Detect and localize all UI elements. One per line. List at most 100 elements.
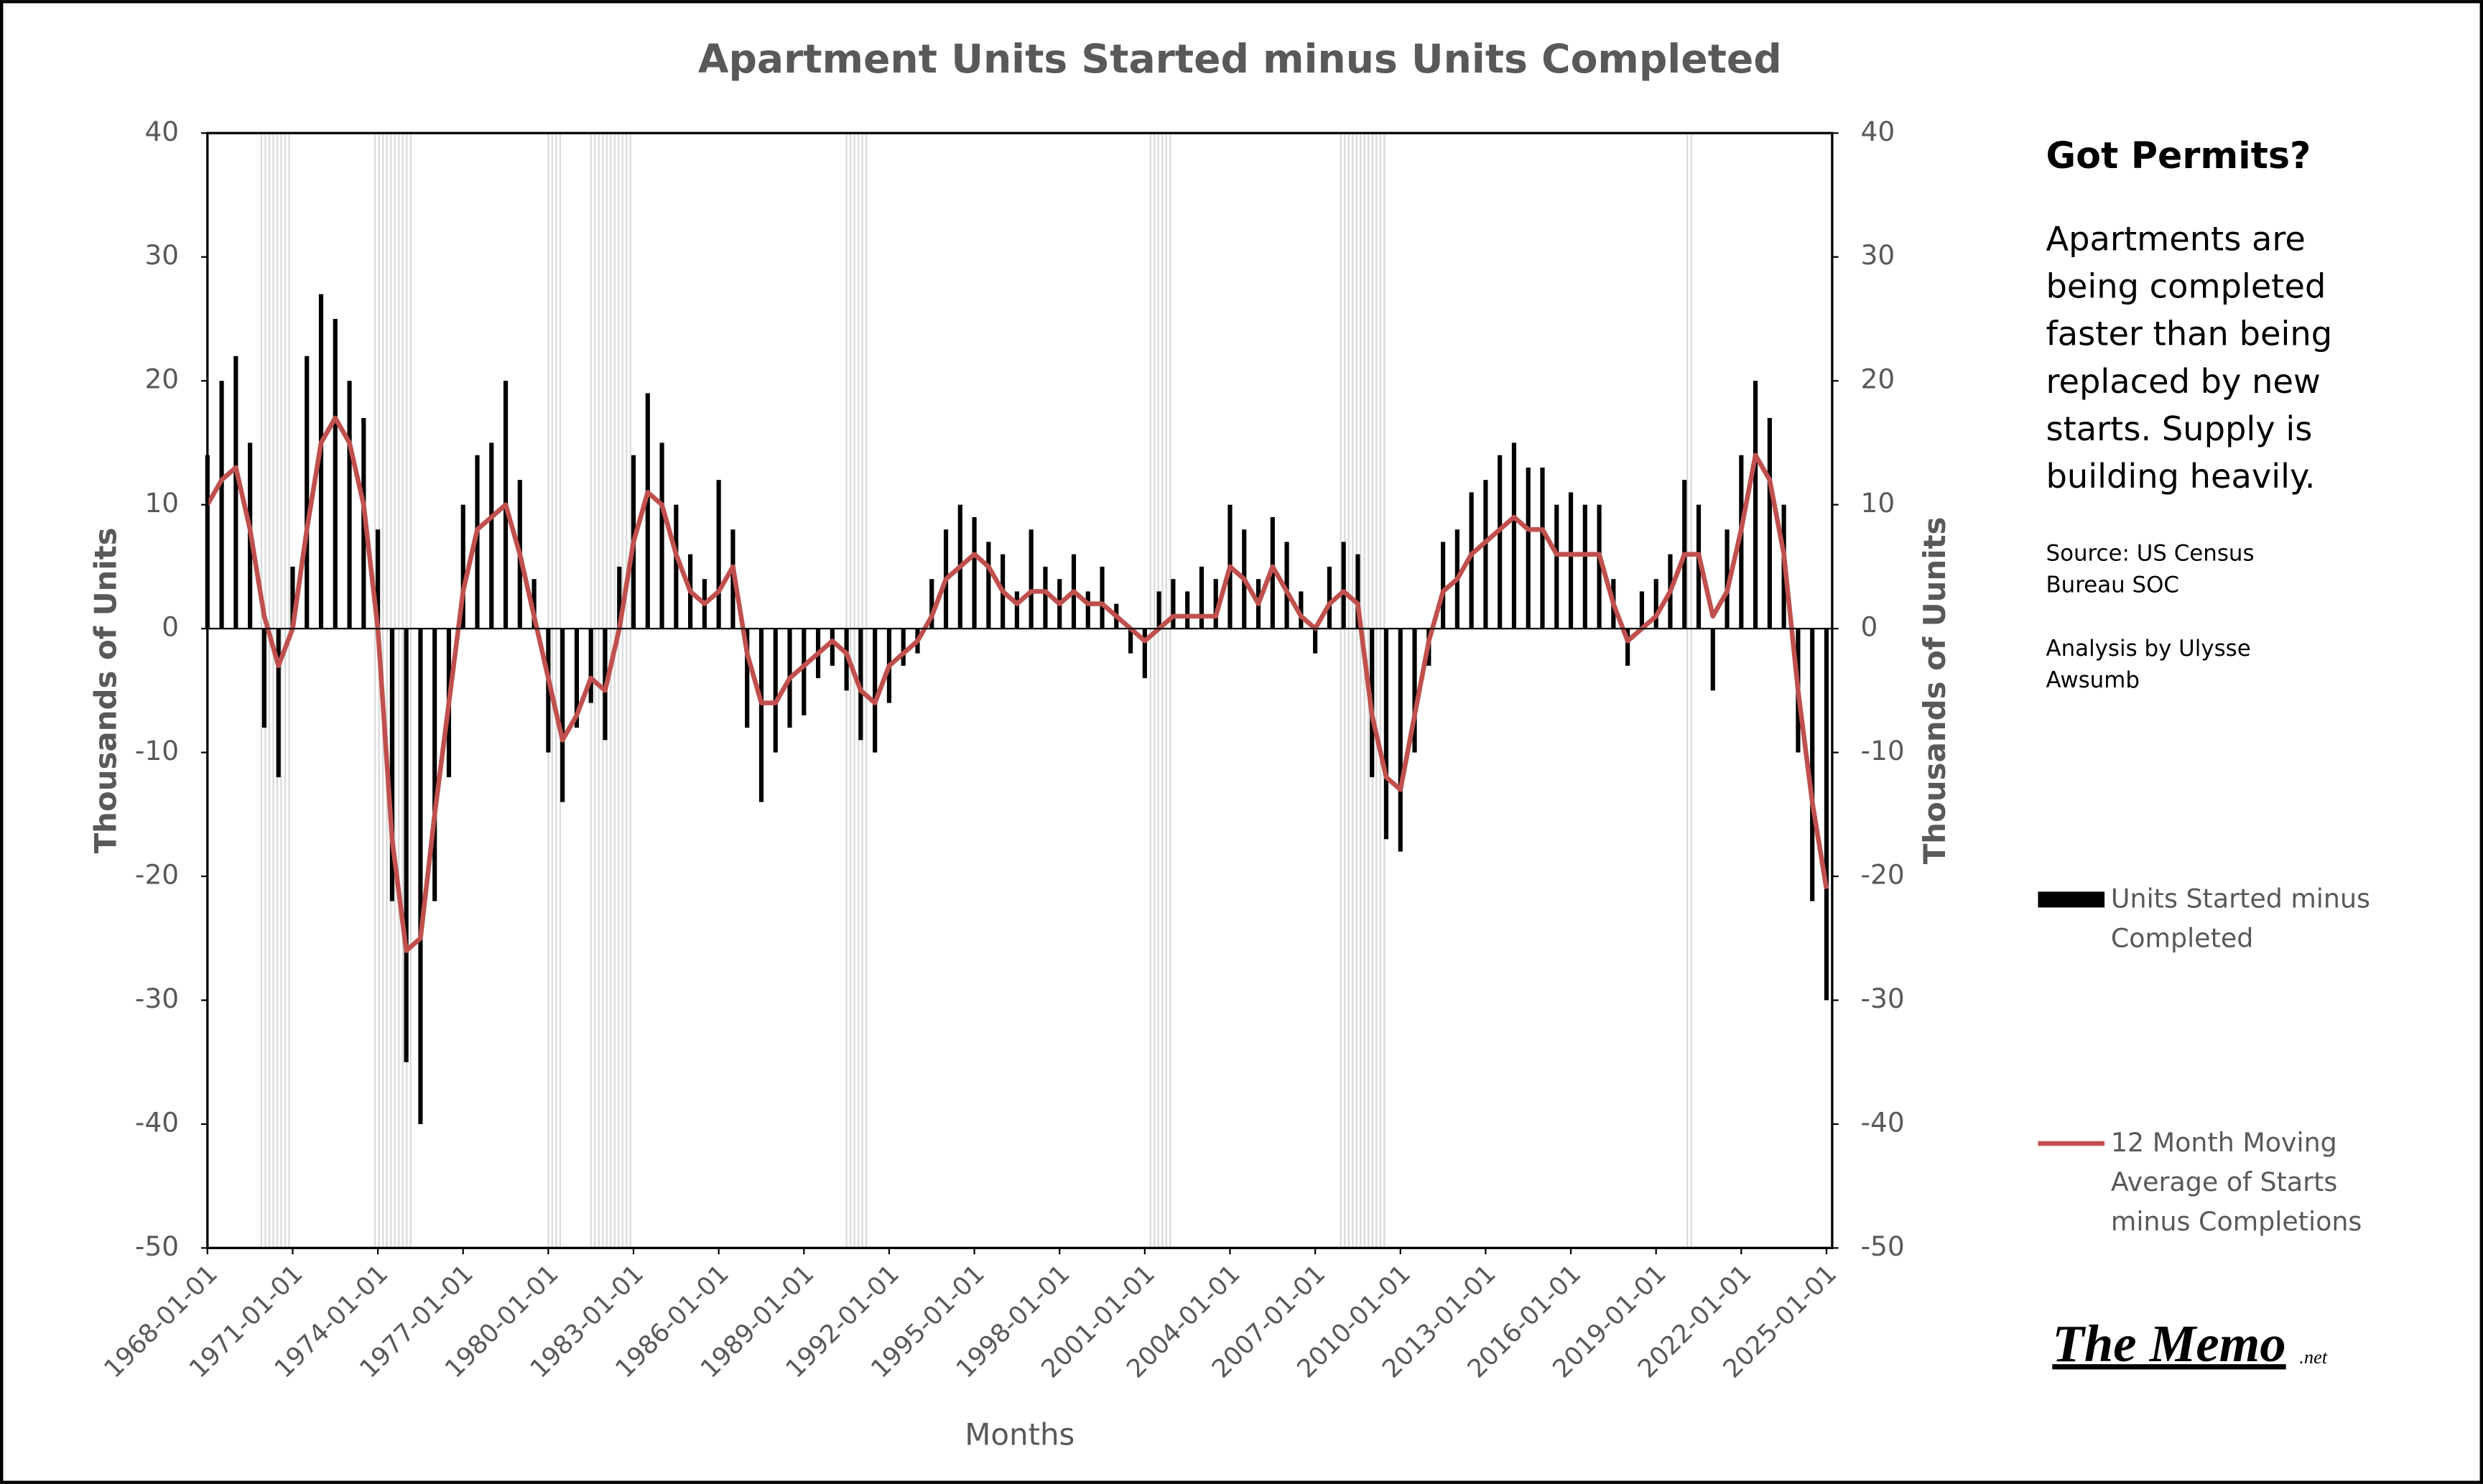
bar [1625,629,1630,666]
bar [1582,504,1587,629]
bar [645,393,650,629]
bar [1341,542,1346,629]
y-tick-label: -30 [135,983,179,1014]
bar [276,629,281,778]
y2-tick-label: -20 [1861,859,1905,891]
bar [532,579,537,629]
legend: Units Started minus Completed 12 Month Mo… [2038,884,2370,1237]
bar [674,504,679,629]
bar [617,566,622,629]
bar [318,294,324,629]
plot-border [206,131,1834,1250]
y-tick-label: 40 [144,116,179,147]
bar [1653,579,1658,629]
y2-tick-label: 10 [1861,487,1895,519]
bar [986,542,991,629]
y-tick-label: -40 [135,1106,179,1138]
side-panel: Got Permits? Apartments are being comple… [2046,136,2410,697]
y2-tick-label: 40 [1861,116,1895,147]
bar [1185,591,1190,629]
y2-tick-label: 30 [1861,239,1895,271]
bar [432,629,437,901]
bar [1199,566,1205,629]
panel-text: Apartments are being completed faster th… [2046,220,2333,496]
chart-title: Apartment Units Started minus Units Comp… [698,36,1782,82]
y2-tick-label: -40 [1861,1106,1905,1138]
y2-axis-label: Thousands of Uunits [1917,516,1952,864]
bar [1440,542,1446,629]
y-tick-label: 0 [162,611,179,643]
bar [574,629,580,728]
bar [773,629,778,753]
bar [901,629,906,666]
bar [659,442,664,629]
moving-average-line [205,415,1829,953]
bar [1483,480,1488,629]
bar [588,629,593,703]
bar [1383,629,1389,840]
bar [233,356,238,629]
bar [261,629,266,728]
bar [1029,529,1034,629]
bar [1824,629,1829,1001]
legend-entry: Units Started minus Completed [2110,884,2370,954]
bar [1327,566,1332,629]
bar [290,566,295,629]
bar [1568,492,1574,629]
bar [1810,629,1815,901]
bar [389,629,394,901]
bar [404,629,409,1062]
y2-tick-label: 20 [1861,363,1895,395]
bar [1043,566,1048,629]
y-tick-label: -50 [135,1230,179,1262]
bar [418,629,423,1124]
bar [460,504,465,629]
bar [1739,455,1744,629]
bar [475,455,480,629]
bar [1156,591,1161,629]
recession-band [1686,133,1692,1248]
bar [560,629,565,802]
bar [1171,579,1176,629]
side-panel-content: Got Permits? Apartments are being comple… [2046,136,2410,697]
bar [1696,504,1702,629]
y2-tick-label: -50 [1861,1230,1905,1262]
bar [1142,629,1147,679]
bar [1554,504,1559,629]
bar [1540,467,1545,629]
bar [1213,579,1218,629]
recession-band [1149,133,1171,1248]
y2-tick-label: -10 [1861,735,1905,766]
bar [873,629,878,753]
y-axis-label: Thousands of Units [88,527,123,853]
bar [546,629,551,753]
recession-band [374,133,412,1248]
bar [1753,381,1758,629]
bar [1100,566,1105,629]
legend-label: 12 Month Moving Average of Starts minus … [2110,1127,2362,1237]
bar [1398,629,1403,852]
y2-tick-label: 0 [1861,611,1878,643]
bar [1498,455,1503,629]
bar [758,629,764,802]
bar [1412,629,1417,753]
legend-entry: 12 Month Moving Average of Starts minus … [2110,1127,2362,1237]
bar [1128,629,1133,654]
bar [929,579,934,629]
bar [802,629,807,715]
recession-band [1340,133,1386,1248]
bar [333,318,338,629]
bar [1299,591,1304,629]
bar [1355,554,1360,629]
bar [376,529,381,629]
panel-analysis: Analysis by Ulysse Awsumb [2046,636,2251,694]
y-tick-label: 10 [144,487,179,519]
brand-name: The Memo [2052,1314,2285,1373]
bar [1767,417,1772,629]
bar [1710,629,1715,691]
legend-label: Units Started minus Completed [2110,884,2370,954]
legend-swatch [2038,891,2105,908]
bar [1014,591,1019,629]
